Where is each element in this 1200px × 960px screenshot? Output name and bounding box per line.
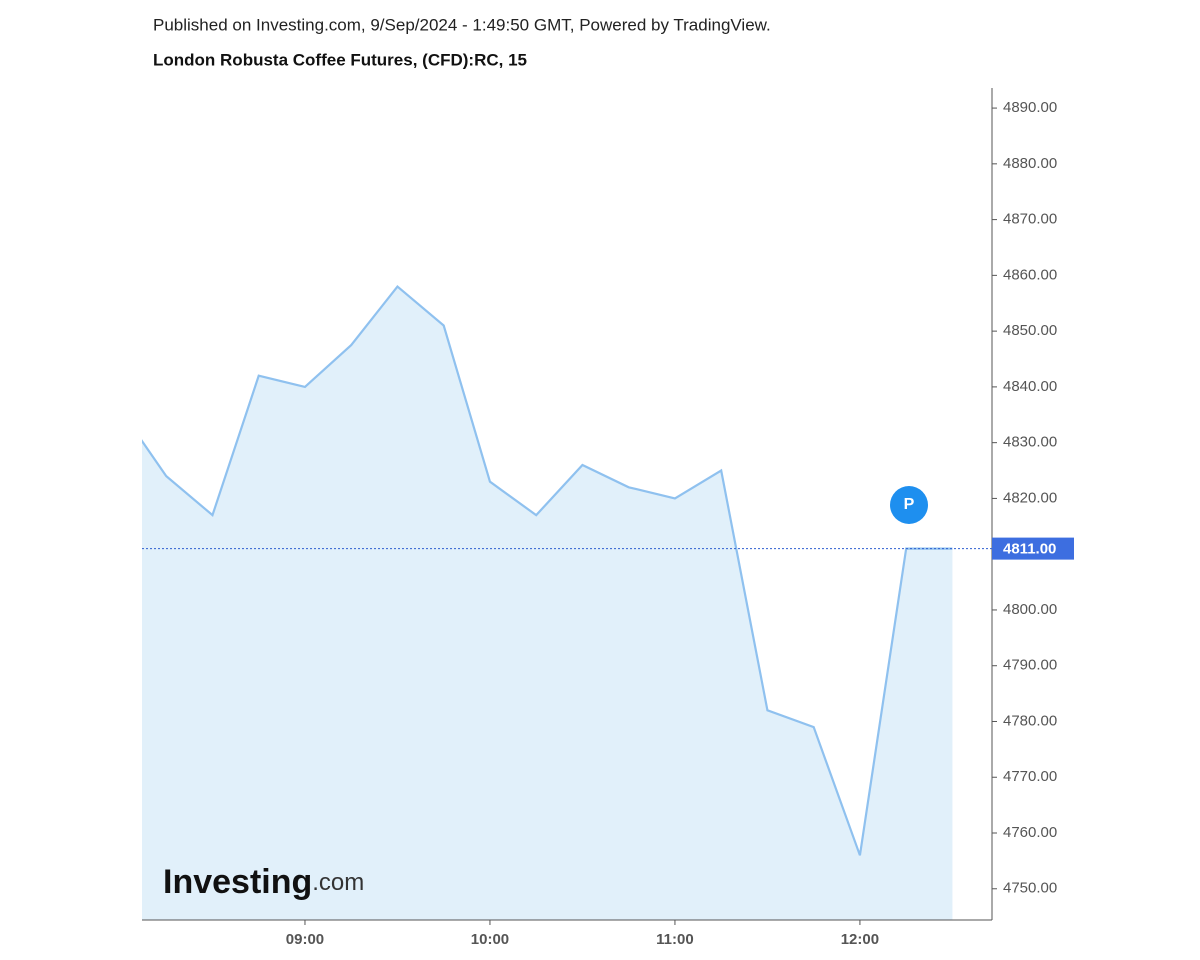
y-tick-label: 4890.00	[1003, 99, 1057, 116]
x-tick-label: 11:00	[656, 931, 694, 948]
header: Published on Investing.com, 9/Sep/2024 -…	[153, 15, 771, 34]
y-tick-label: 4790.00	[1003, 657, 1057, 674]
y-tick-label: 4820.00	[1003, 489, 1057, 506]
y-tick-label: 4840.00	[1003, 378, 1057, 395]
plot-area	[142, 284, 953, 920]
last-price-badge	[992, 537, 1074, 560]
y-tick-label: 4800.00	[1003, 601, 1057, 618]
y-tick-label: 4760.00	[1003, 824, 1057, 841]
x-tick-label: 09:00	[286, 931, 324, 948]
area	[142, 286, 953, 920]
marker-label: P	[904, 496, 915, 513]
logo-text: Investing	[163, 863, 312, 901]
x-tick-label: 12:00	[841, 931, 879, 948]
y-tick-label: 4880.00	[1003, 155, 1057, 172]
y-tick-label: 4870.00	[1003, 211, 1057, 228]
x-tick-label: 10:00	[471, 931, 509, 948]
y-tick-label: 4750.00	[1003, 880, 1057, 897]
chart-title: London Robusta Coffee Futures, (CFD):RC,…	[153, 50, 527, 69]
y-tick-label: 4830.00	[1003, 434, 1057, 451]
y-tick-label: 4780.00	[1003, 712, 1057, 729]
y-tick-label: 4860.00	[1003, 266, 1057, 283]
logo-suffix: .com	[312, 869, 364, 896]
marker-badge	[890, 486, 928, 524]
y-tick-label: 4850.00	[1003, 322, 1057, 339]
y-tick-label: 4770.00	[1003, 768, 1057, 785]
price-line	[142, 284, 953, 856]
last-price-label: 4811.00	[1003, 541, 1056, 558]
logo: Investing.com	[163, 863, 364, 901]
